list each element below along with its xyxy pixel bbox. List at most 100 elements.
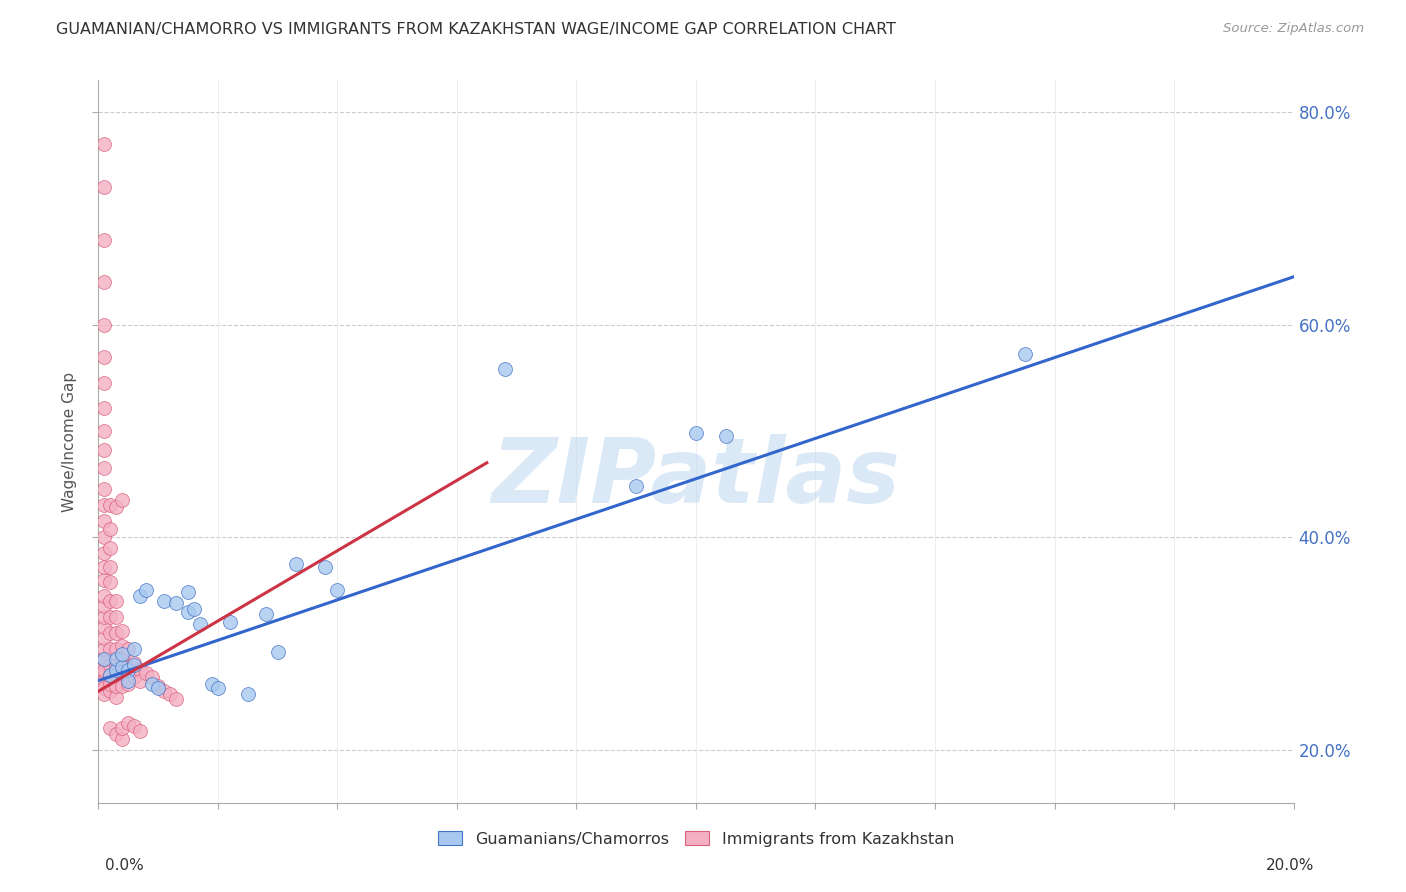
Point (129, 673, 152, 688)
Point (105, 690, 128, 704)
Point (98, 641, 122, 656)
Point (93, 666, 115, 681)
Text: 0.0%: 0.0% (105, 858, 145, 873)
Point (93, 233, 115, 247)
Point (111, 647, 134, 661)
Point (165, 596, 187, 610)
Point (117, 641, 139, 656)
Point (111, 722, 134, 736)
Point (626, 479, 648, 493)
Point (105, 641, 128, 656)
Point (98, 668, 122, 682)
Point (93, 401, 115, 415)
Point (98, 498, 122, 512)
Point (105, 594, 128, 608)
Point (93, 136, 115, 151)
Point (98, 684, 122, 698)
Point (98, 574, 122, 589)
Point (93, 560, 115, 574)
Y-axis label: Wage/Income Gap: Wage/Income Gap (62, 371, 77, 512)
Point (93, 641, 115, 656)
Point (148, 679, 170, 693)
Point (141, 677, 163, 691)
Point (111, 666, 134, 681)
Point (124, 670, 146, 684)
Point (124, 641, 146, 656)
Point (93, 673, 115, 688)
Point (105, 679, 128, 693)
Point (141, 670, 163, 684)
Point (105, 610, 128, 624)
Point (124, 657, 146, 672)
Point (93, 652, 115, 666)
Point (284, 557, 307, 571)
Point (117, 677, 139, 691)
Point (98, 541, 122, 555)
Point (93, 179, 115, 194)
Point (111, 493, 134, 508)
Point (93, 376, 115, 390)
Point (93, 350, 115, 364)
Point (98, 668, 122, 682)
Point (93, 461, 115, 475)
Point (93, 620, 115, 634)
Point (165, 691, 187, 706)
Point (93, 589, 115, 603)
Point (267, 645, 290, 659)
Point (177, 605, 200, 619)
Point (117, 663, 139, 677)
Point (153, 594, 176, 608)
Point (105, 727, 128, 741)
Point (98, 522, 122, 536)
Point (93, 663, 115, 677)
Point (105, 500, 128, 515)
Point (105, 657, 128, 672)
Point (93, 599, 115, 614)
Point (93, 631, 115, 645)
Point (93, 573, 115, 587)
Point (93, 652, 115, 666)
Text: GUAMANIAN/CHAMORRO VS IMMIGRANTS FROM KAZAKHSTAN WAGE/INCOME GAP CORRELATION CHA: GUAMANIAN/CHAMORRO VS IMMIGRANTS FROM KA… (56, 22, 896, 37)
Point (98, 610, 122, 624)
Point (153, 684, 176, 698)
Point (98, 677, 122, 691)
Point (219, 615, 242, 630)
Point (315, 560, 337, 574)
Point (129, 663, 152, 677)
Point (93, 530, 115, 544)
Point (183, 602, 205, 616)
Point (105, 625, 128, 640)
Point (93, 275, 115, 289)
Point (93, 610, 115, 624)
Point (201, 677, 224, 691)
Point (124, 656, 146, 670)
Point (129, 723, 152, 738)
Point (326, 583, 349, 598)
Point (98, 657, 122, 672)
Point (111, 660, 134, 674)
Point (135, 666, 157, 681)
Point (685, 425, 707, 440)
Point (93, 424, 115, 438)
Point (98, 594, 122, 608)
Text: ZIPatlas: ZIPatlas (492, 434, 900, 522)
Point (117, 673, 139, 688)
Point (93, 681, 115, 695)
Point (93, 687, 115, 701)
Point (105, 663, 128, 677)
Point (93, 443, 115, 458)
Text: 20.0%: 20.0% (1267, 858, 1315, 873)
Point (254, 607, 277, 621)
Point (207, 681, 229, 695)
Point (111, 639, 134, 653)
Point (111, 652, 134, 666)
Point (714, 429, 737, 443)
Point (93, 483, 115, 497)
Point (159, 687, 181, 701)
Point (117, 660, 139, 674)
Point (135, 583, 157, 598)
Point (98, 625, 122, 640)
Point (111, 732, 134, 747)
Point (98, 722, 122, 736)
Point (93, 657, 115, 672)
